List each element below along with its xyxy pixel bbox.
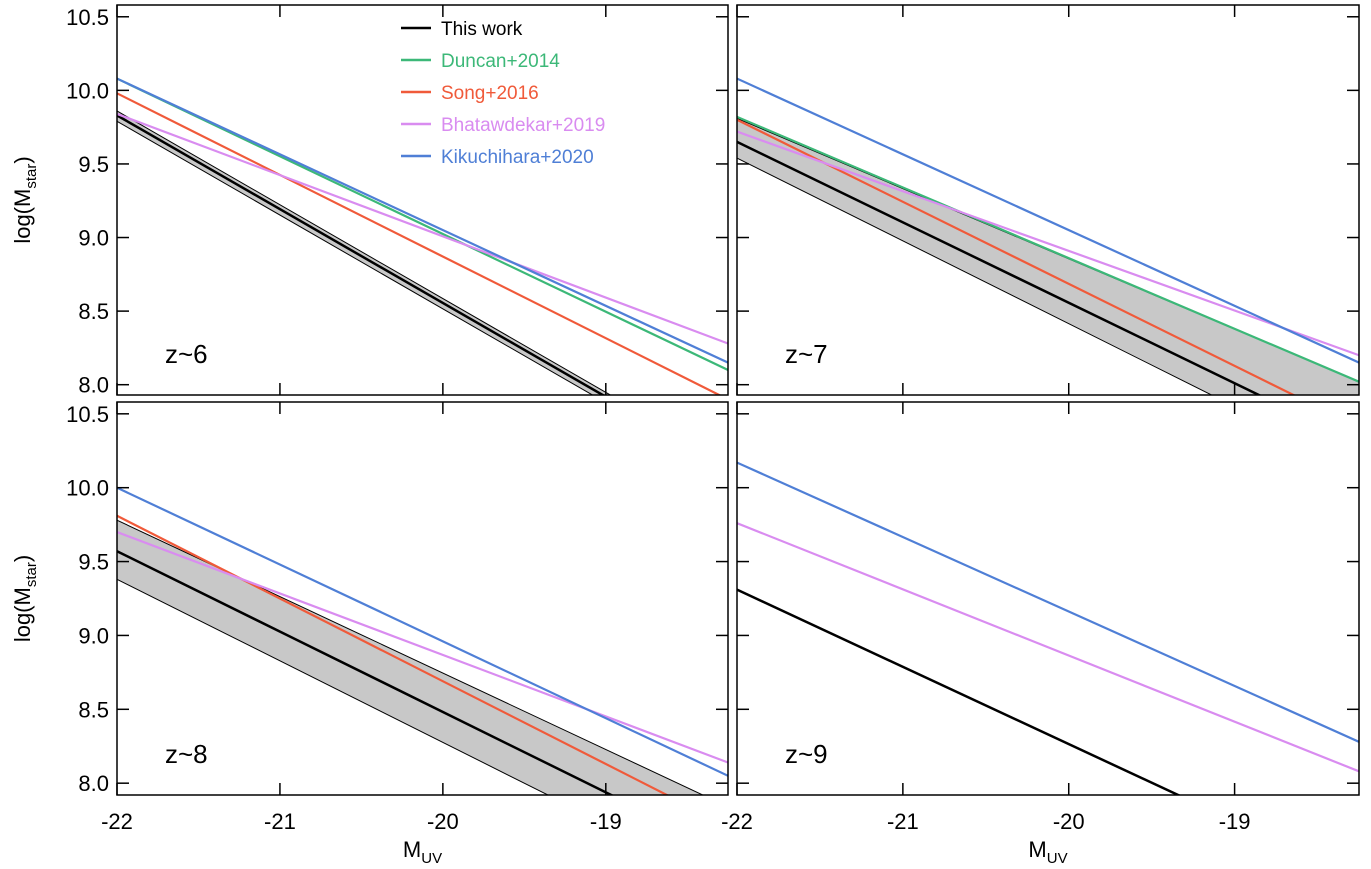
panel	[117, 77, 728, 395]
x-axis-label: MUV	[1028, 837, 1067, 867]
y-axis-label-sub: star	[23, 164, 40, 189]
y-tick-label: 8.0	[78, 771, 109, 796]
x-tick-label: -22	[101, 809, 133, 834]
x-tick-label: -19	[1219, 809, 1251, 834]
series-line	[737, 140, 1262, 395]
series-line	[737, 588, 1182, 795]
panel	[737, 461, 1359, 795]
y-tick-label: 9.5	[78, 550, 109, 575]
y-axis-label-part: log(M	[10, 189, 35, 244]
y-axis-label-part: log(M	[10, 587, 35, 642]
y-tick-label: 8.5	[78, 697, 109, 722]
series-line	[737, 77, 1359, 364]
y-tick-label: 8.5	[78, 299, 109, 324]
x-tick-label: -21	[264, 809, 296, 834]
y-tick-label: 10.0	[66, 476, 109, 501]
legend-label: Bhatawdekar+2019	[441, 115, 605, 136]
series-line	[737, 115, 1359, 383]
plot-frame	[736, 401, 1360, 796]
plot-frame	[116, 4, 729, 396]
x-axis-label-sub: UV	[1047, 850, 1068, 867]
x-axis-label-part: M	[1028, 837, 1046, 862]
y-axis-label-part: )	[10, 156, 35, 163]
x-tick-label: -21	[887, 809, 919, 834]
panel	[737, 77, 1359, 395]
y-tick-label: 10.0	[66, 78, 109, 103]
series-line	[117, 514, 670, 795]
series-line	[117, 77, 728, 371]
panel-label: z~7	[785, 339, 828, 369]
series-line	[117, 112, 728, 345]
x-tick-label: -20	[1053, 809, 1085, 834]
panel-label: z~6	[165, 339, 208, 369]
legend-label: Song+2016	[441, 83, 539, 104]
legend-label: This work	[441, 19, 523, 40]
y-tick-label: 10.5	[66, 5, 109, 30]
x-axis-label: MUV	[403, 837, 442, 867]
series-line	[737, 118, 1297, 395]
panel	[117, 486, 728, 795]
series-line	[117, 114, 606, 395]
y-tick-label: 9.5	[78, 152, 109, 177]
y-axis-label-part: )	[10, 555, 35, 562]
error-band	[117, 519, 704, 795]
error-band	[117, 110, 612, 395]
series-line	[737, 522, 1359, 773]
plot-frame	[116, 401, 729, 796]
series-line	[117, 77, 728, 364]
series-line	[737, 461, 1359, 743]
legend-label: Duncan+2014	[441, 51, 560, 72]
series-line	[117, 530, 728, 764]
y-tick-label: 8.0	[78, 373, 109, 398]
y-axis-label: log(Mstar)	[10, 156, 40, 243]
legend-label: Kikuchihara+2020	[441, 147, 594, 168]
x-tick-label: -22	[721, 809, 753, 834]
y-tick-label: 9.0	[78, 226, 109, 251]
panel-label: z~9	[785, 739, 828, 769]
y-tick-label: 9.0	[78, 623, 109, 648]
y-axis-label-sub: star	[23, 562, 40, 587]
series-line	[117, 92, 722, 395]
x-tick-label: -20	[427, 809, 459, 834]
panel-label: z~8	[165, 739, 208, 769]
series-line	[117, 550, 615, 795]
series-line	[117, 486, 728, 777]
y-tick-label: 10.5	[66, 402, 109, 427]
plot-frame	[736, 4, 1360, 396]
x-axis-label-sub: UV	[421, 850, 442, 867]
x-tick-label: -19	[590, 809, 622, 834]
x-axis-label-part: M	[403, 837, 421, 862]
series-line	[737, 130, 1359, 357]
y-axis-label: log(Mstar)	[10, 555, 40, 642]
